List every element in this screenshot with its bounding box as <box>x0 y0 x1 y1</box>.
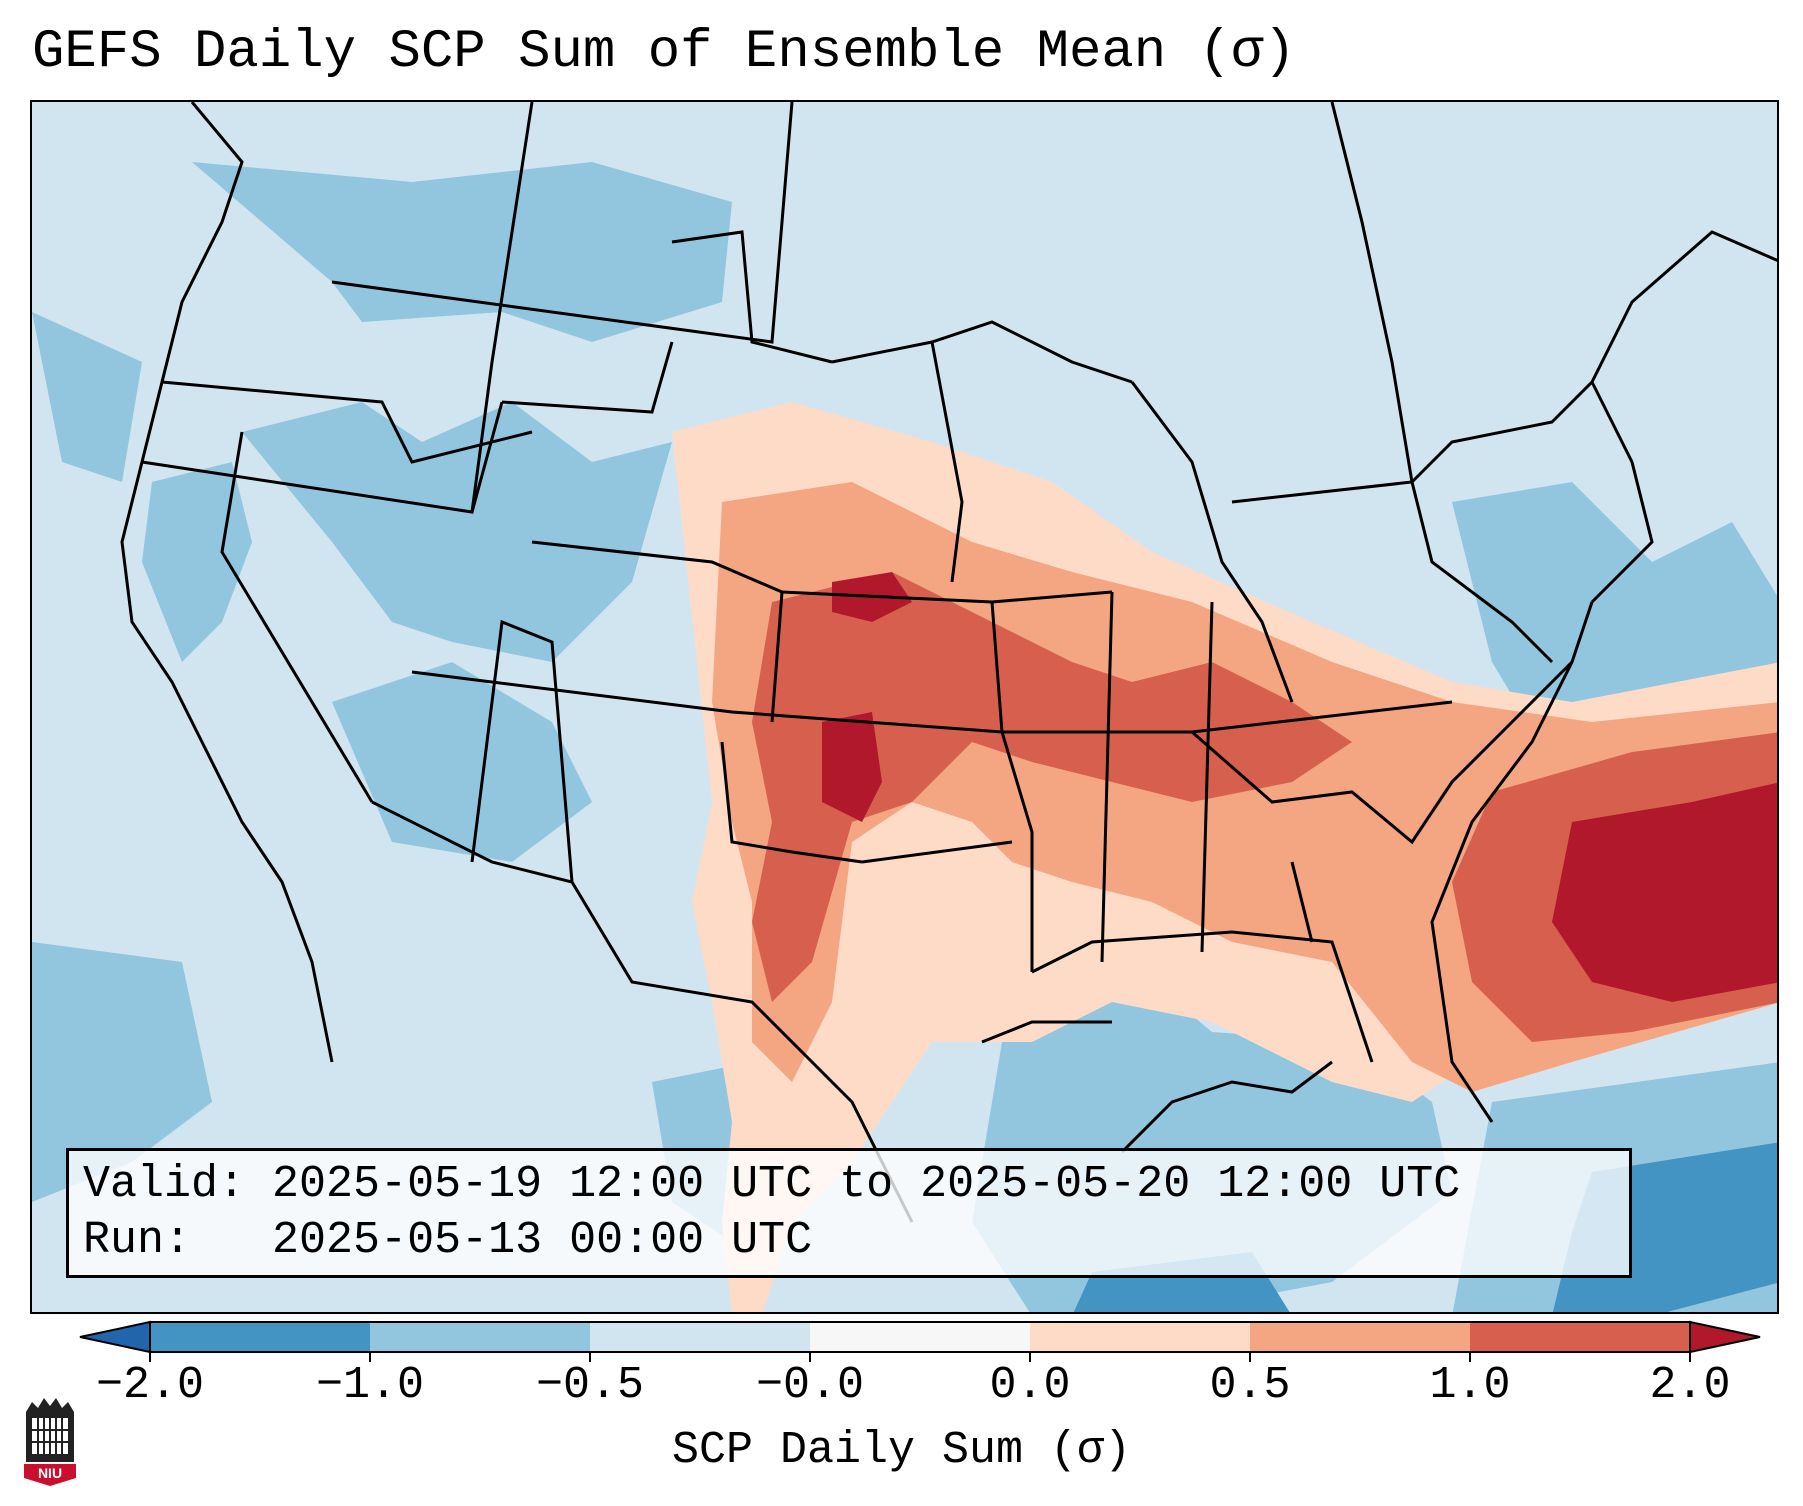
colorbar-tick-label: −1.0 <box>315 1360 425 1411</box>
valid-value: 2025-05-19 12:00 UTC to 2025-05-20 12:00… <box>272 1159 1461 1210</box>
colorbar-extend-high <box>1689 1320 1761 1354</box>
colorbar-tick-labels: −2.0 −1.0 −0.5 −0.0 0.0 0.5 1.0 2.0 <box>0 1360 1803 1420</box>
colorbar-tick-label: 2.0 <box>1649 1360 1731 1411</box>
colorbar-segment <box>150 1322 370 1352</box>
colorbar-segment <box>810 1322 1030 1352</box>
colorbar-segment <box>1030 1322 1250 1352</box>
colorbar-tick-label: 1.0 <box>1429 1360 1511 1411</box>
valid-row: Valid: 2025-05-19 12:00 UTC to 2025-05-2… <box>83 1157 1615 1213</box>
colorbar-segment <box>1250 1322 1470 1352</box>
niu-logo: NIU <box>24 1398 76 1486</box>
colorbar-tick-label: −2.0 <box>95 1360 205 1411</box>
colorbar-tick-label: −0.0 <box>755 1360 865 1411</box>
colorbar <box>79 1320 1761 1362</box>
colorbar-outline <box>149 1321 1691 1353</box>
valid-run-box: Valid: 2025-05-19 12:00 UTC to 2025-05-2… <box>66 1148 1632 1278</box>
colorbar-tick-label: −0.5 <box>535 1360 645 1411</box>
colorbar-segment <box>1470 1322 1690 1352</box>
colorbar-segment <box>370 1322 590 1352</box>
colorbar-label: SCP Daily Sum (σ) <box>671 1425 1132 1476</box>
valid-label: Valid: <box>83 1159 246 1210</box>
map-panel <box>30 100 1779 1314</box>
run-row: Run: 2025-05-13 00:00 UTC <box>83 1213 1615 1269</box>
colorbar-segment <box>590 1322 810 1352</box>
scp-map <box>32 102 1777 1312</box>
colorbar-tick-label: 0.5 <box>1209 1360 1291 1411</box>
colorbar-extend-low <box>79 1320 151 1354</box>
chart-title: GEFS Daily SCP Sum of Ensemble Mean (σ) <box>32 22 1296 83</box>
colorbar-tick-label: 0.0 <box>989 1360 1071 1411</box>
svg-text:NIU: NIU <box>38 1465 62 1481</box>
coastlines-borders <box>120 102 1777 1223</box>
field-dark-red <box>822 572 1777 1002</box>
run-label: Run: <box>83 1215 192 1266</box>
run-value: 2025-05-13 00:00 UTC <box>272 1215 813 1266</box>
